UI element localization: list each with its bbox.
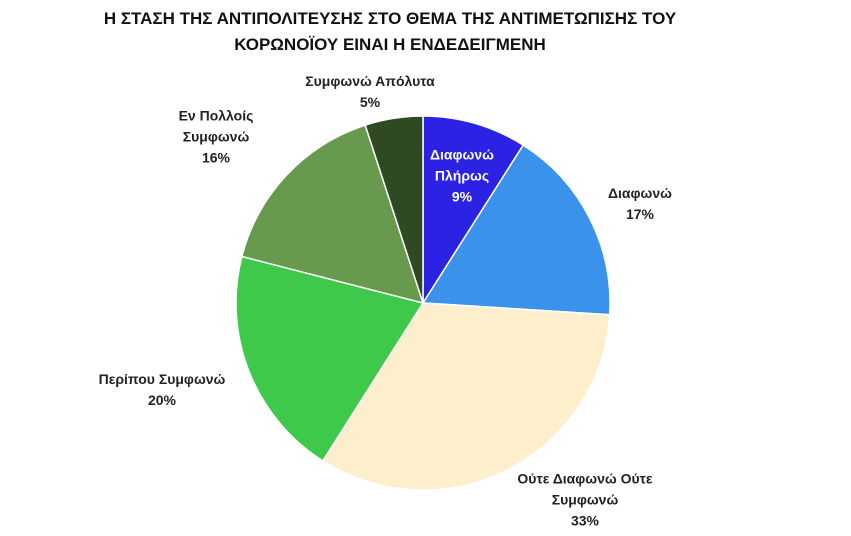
pie-slice [422,115,525,306]
slice-label: Συμφωνώ Απόλυτα 5% [270,71,470,113]
chart-title: Η ΣΤΑΣΗ ΤΗΣ ΑΝΤΙΠΟΛΙΤΕΥΣΗΣ ΣΤΟ ΘΕΜΑ ΤΗΣ … [103,9,677,54]
pie-slice [240,124,425,305]
value-label: 9% [451,188,473,205]
value-label: 17% [625,206,655,222]
slice-label: Ούτε Διαφωνώ Ούτε Συμφωνώ 33% [500,469,670,532]
value-label: 20% [147,392,177,408]
value-label: 16% [201,149,231,166]
slice-name: Ούτε Διαφωνώ Ούτε Συμφωνώ [517,470,653,508]
pie-slice [321,302,611,491]
slice-label: Εν Πολλοίς Συμφωνώ 16% [171,106,261,169]
pie-slice [421,144,611,316]
slice-name: Περίπου Συμφωνώ [98,371,226,387]
slice-label: Περίπου Συμφωνώ 20% [62,369,262,411]
slice-name: Διαφωνώ Πλήρως [429,146,494,184]
value-label: 33% [570,512,600,529]
pie-slice [364,115,424,304]
slice-name: Διαφωνώ [607,185,672,201]
pie-slice [235,255,425,462]
value-label: 5% [359,94,381,110]
slice-name: Εν Πολλοίς Συμφωνώ [178,107,254,145]
slice-label: Διαφωνώ Πλήρως 9% [417,145,507,208]
slice-label: Διαφωνώ 17% [585,183,695,225]
slice-name: Συμφωνώ Απόλυτα [305,73,435,89]
